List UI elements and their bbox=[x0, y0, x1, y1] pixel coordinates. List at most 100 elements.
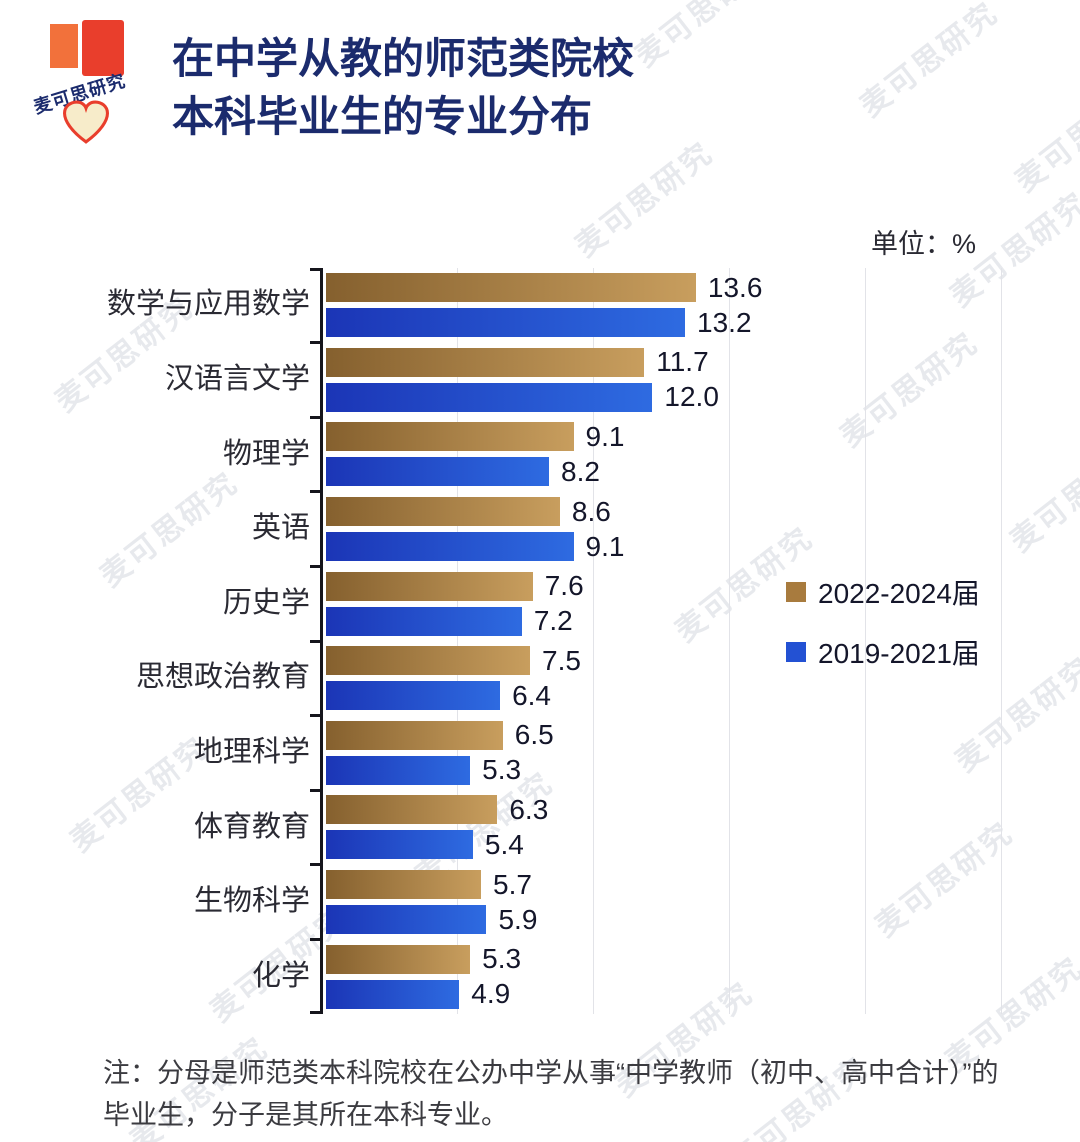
category-label: 思想政治教育 bbox=[135, 661, 310, 694]
gridline bbox=[865, 268, 866, 1014]
bar-chart: 数学与应用数学 13.6 13.2 汉语言文学 11.7 12.0 物理学 9.1 8.2 英语 8… bbox=[0, 268, 1080, 1014]
logo-square-orange-icon bbox=[50, 24, 78, 68]
bar-gold bbox=[326, 273, 696, 303]
bar-group: 13.6 13.2 bbox=[326, 271, 763, 338]
bar-line: 6.4 bbox=[326, 679, 581, 711]
axis-tick bbox=[310, 788, 321, 792]
bar-line: 8.6 bbox=[326, 495, 624, 527]
heart-icon bbox=[62, 100, 110, 144]
chart-row: 生物科学 5.7 5.9 bbox=[0, 865, 1080, 940]
bar-blue bbox=[326, 606, 522, 636]
bar-group: 6.5 5.3 bbox=[326, 719, 554, 786]
y-axis-line bbox=[320, 268, 323, 1014]
bar-line: 11.7 bbox=[326, 346, 719, 377]
value-label: 5.4 bbox=[484, 828, 524, 860]
bar-group: 5.3 4.9 bbox=[326, 943, 522, 1009]
bar-gold bbox=[326, 720, 503, 750]
title-line-1: 在中学从教的师范类院校 bbox=[172, 35, 635, 82]
legend-swatch-gold bbox=[786, 582, 806, 602]
bar-line: 9.1 bbox=[326, 530, 625, 562]
category-label: 体育教育 bbox=[193, 810, 310, 843]
category-label: 地理科学 bbox=[193, 735, 310, 768]
value-label: 5.7 bbox=[493, 868, 532, 900]
bar-gold bbox=[326, 944, 471, 974]
bar-line: 4.9 bbox=[326, 978, 521, 1009]
legend: 2022-2024届 2019-2021届 bbox=[786, 572, 980, 692]
bar-blue bbox=[326, 382, 653, 412]
value-label: 5.3 bbox=[482, 754, 522, 786]
value-label: 8.6 bbox=[571, 495, 611, 527]
category-label: 英语 bbox=[251, 512, 310, 545]
watermark-text: 麦可思研究 bbox=[854, 0, 1005, 124]
legend-item-2019-2021: 2019-2021届 bbox=[786, 632, 980, 672]
bar-group: 9.1 8.2 bbox=[326, 420, 625, 487]
bar-group: 11.7 12.0 bbox=[326, 346, 719, 413]
bar-group: 5.7 5.9 bbox=[326, 868, 538, 935]
watermark-text: 麦可思研究 bbox=[1009, 70, 1080, 199]
chart-row: 地理科学 6.5 5.3 bbox=[0, 716, 1080, 791]
category-label: 化学 bbox=[251, 959, 310, 992]
bar-line: 7.5 bbox=[326, 644, 581, 676]
axis-tick bbox=[310, 714, 321, 718]
bar-group: 7.5 6.4 bbox=[326, 644, 581, 711]
value-label: 9.1 bbox=[585, 420, 625, 452]
chart-row: 历史学 7.6 7.2 bbox=[0, 566, 1080, 641]
category-label: 历史学 bbox=[222, 586, 310, 619]
bar-line: 9.1 bbox=[326, 420, 625, 452]
bar-blue bbox=[326, 830, 473, 860]
axis-tick bbox=[310, 490, 321, 494]
value-label: 6.4 bbox=[512, 679, 552, 711]
bar-gold bbox=[326, 795, 498, 825]
watermark-text: 麦可思研究 bbox=[629, 0, 780, 74]
bar-blue bbox=[326, 979, 460, 1009]
bar-gold bbox=[326, 571, 533, 601]
bar-line: 8.2 bbox=[326, 455, 624, 487]
value-label: 6.5 bbox=[514, 719, 554, 751]
axis-tick bbox=[310, 937, 321, 941]
bar-gold bbox=[326, 646, 530, 676]
bar-gold bbox=[326, 497, 560, 527]
legend-item-2022-2024: 2022-2024届 bbox=[786, 572, 980, 612]
bar-gold bbox=[326, 347, 645, 377]
value-label: 6.3 bbox=[509, 793, 549, 825]
value-label: 7.5 bbox=[542, 644, 581, 676]
footnote: 注：分母是师范类本科院校在公办中学从事“中学教师（初中、高中合计）”的毕业生，分… bbox=[103, 1058, 999, 1130]
chart-row: 思想政治教育 7.5 6.4 bbox=[0, 641, 1080, 716]
unit-label: 单位：% bbox=[870, 229, 976, 259]
gridline bbox=[1001, 268, 1002, 1014]
bar-group: 7.6 7.2 bbox=[326, 570, 584, 637]
value-label: 5.3 bbox=[482, 943, 522, 975]
bar-blue bbox=[326, 532, 574, 562]
value-label: 5.9 bbox=[498, 903, 538, 935]
logo-square-red-icon bbox=[82, 20, 124, 76]
bar-blue bbox=[326, 308, 686, 338]
chart-row: 化学 5.3 4.9 bbox=[0, 939, 1080, 1014]
category-label: 生物科学 bbox=[193, 885, 310, 918]
watermark-text: 麦可思研究 bbox=[569, 135, 720, 264]
axis-tick bbox=[310, 268, 321, 271]
gridline bbox=[729, 268, 730, 1014]
chart-rows: 数学与应用数学 13.6 13.2 汉语言文学 11.7 12.0 物理学 9.1 8.2 英语 8… bbox=[0, 268, 1080, 1014]
bar-line: 7.6 bbox=[326, 570, 584, 602]
title-line-2: 本科毕业生的专业分布 bbox=[172, 92, 593, 140]
value-label: 13.6 bbox=[707, 271, 763, 303]
category-label: 汉语言文学 bbox=[164, 362, 310, 395]
value-label: 7.6 bbox=[544, 570, 584, 602]
value-label: 9.1 bbox=[585, 530, 625, 562]
value-label: 12.0 bbox=[664, 381, 719, 413]
bar-blue bbox=[326, 457, 550, 487]
chart-row: 汉语言文学 11.7 12.0 bbox=[0, 343, 1080, 418]
chart-row: 物理学 9.1 8.2 bbox=[0, 417, 1080, 492]
gridline bbox=[593, 268, 594, 1014]
category-label: 物理学 bbox=[222, 437, 310, 470]
bar-line: 5.9 bbox=[326, 903, 538, 935]
bar-blue bbox=[326, 905, 487, 935]
value-label: 8.2 bbox=[561, 455, 600, 487]
bar-line: 7.2 bbox=[326, 605, 584, 637]
bar-line: 5.4 bbox=[326, 828, 548, 860]
value-label: 7.2 bbox=[533, 605, 573, 637]
gridline bbox=[457, 268, 458, 1014]
axis-tick bbox=[310, 639, 321, 643]
bar-gold bbox=[326, 870, 482, 900]
